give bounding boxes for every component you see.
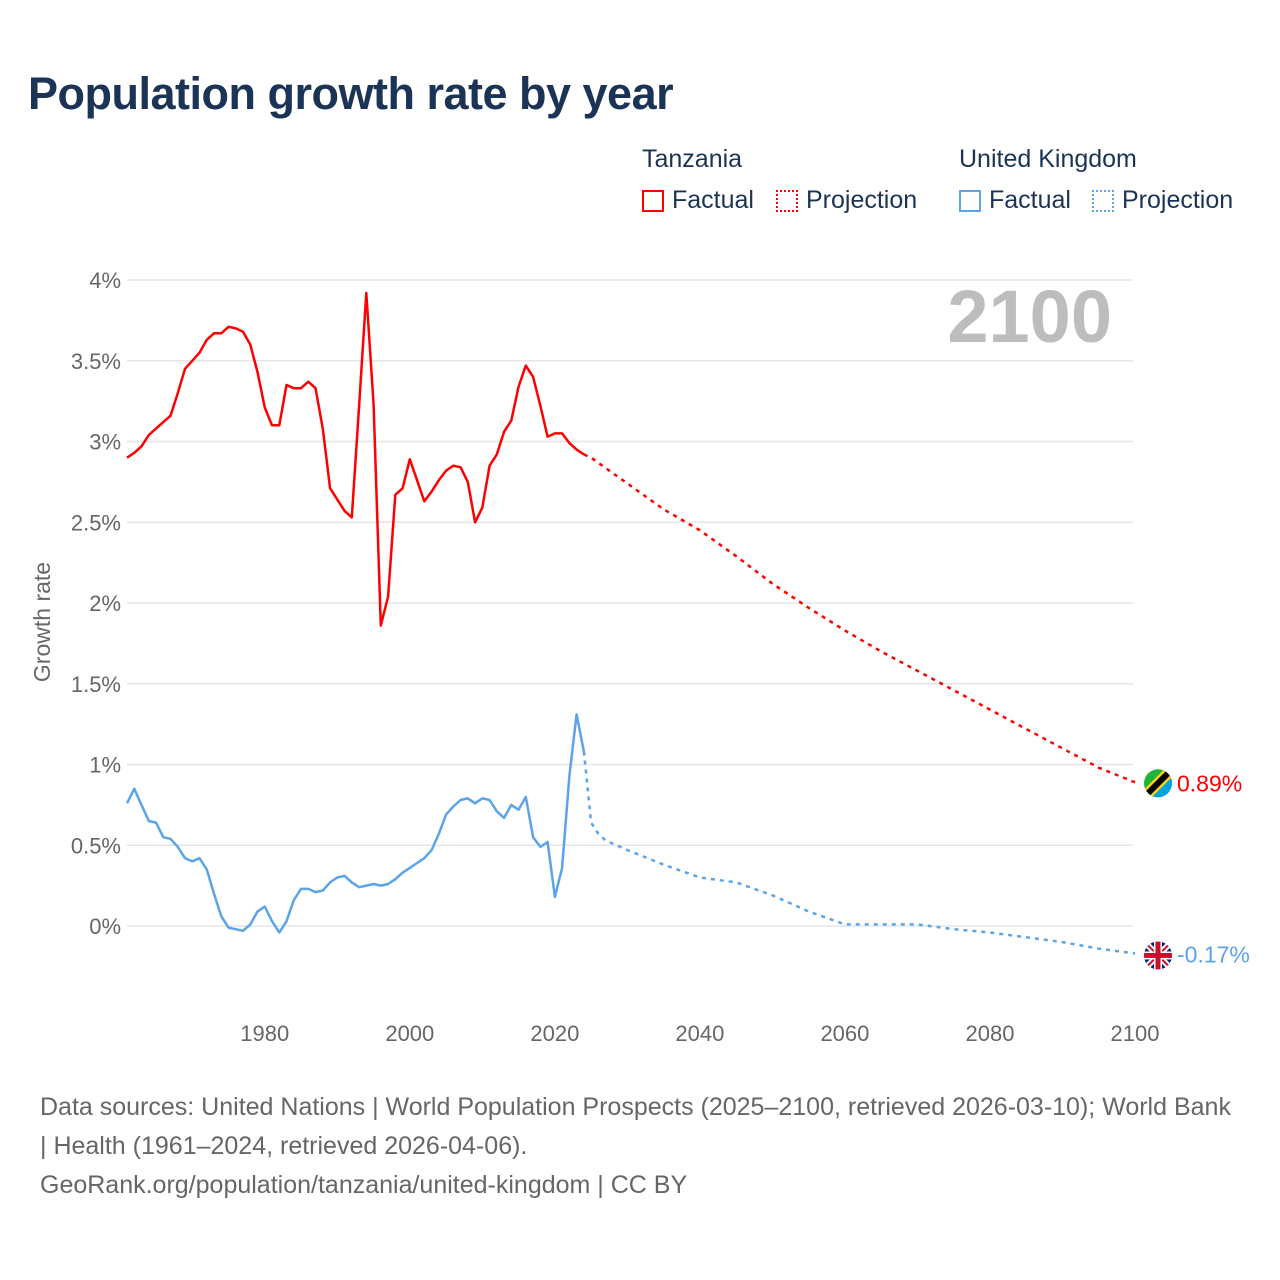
- legend-swatch-dotted-icon: [1092, 189, 1114, 212]
- y-axis-label: Growth rate: [29, 562, 55, 682]
- chart-title: Population growth rate by year: [28, 68, 674, 119]
- y-tick-label: 3%: [89, 430, 121, 455]
- united-kingdom-flag-icon: [1144, 941, 1172, 970]
- x-tick-label: 2020: [530, 1021, 579, 1046]
- year-watermark: 2100: [947, 275, 1112, 358]
- x-tick-label: 2080: [965, 1021, 1014, 1046]
- x-tick-label: 2000: [385, 1021, 434, 1046]
- series-line-tanzania-factual: [126, 291, 585, 627]
- y-tick-label: 4%: [89, 268, 121, 293]
- legend-tanzania-factual[interactable]: Factual: [642, 186, 754, 215]
- x-tick-label: 2060: [820, 1021, 869, 1046]
- y-tick-label: 0.5%: [71, 833, 121, 858]
- y-tick-label: 2.5%: [71, 510, 121, 535]
- legend-swatch-solid-icon: [642, 189, 664, 212]
- tanzania-flag-icon: [1144, 769, 1172, 798]
- data-sources: Data sources: United Nations | World Pop…: [40, 1093, 1231, 1160]
- y-tick-label: 0%: [89, 914, 121, 939]
- x-tick-label: 2040: [675, 1021, 724, 1046]
- series-line-tanzania-projection: [583, 453, 1136, 784]
- end-label-united-kingdom: -0.17%: [1177, 941, 1250, 967]
- legend-label: Projection: [1122, 186, 1234, 214]
- legend-swatch-solid-icon: [959, 189, 981, 212]
- x-tick-label: 2100: [1111, 1021, 1160, 1046]
- y-tick-label: 2%: [89, 591, 121, 616]
- y-tick-label: 1.5%: [71, 672, 121, 697]
- x-tick-label: 1980: [240, 1021, 289, 1046]
- legend-uk-projection[interactable]: Projection: [1092, 186, 1233, 215]
- footer: Data sources: United Nations | World Pop…: [40, 1088, 1240, 1205]
- y-tick-label: 1%: [89, 753, 121, 778]
- series-line-united-kingdom-projection: [582, 751, 1136, 955]
- line-chart: 0% 0.5% 1% 1.5% 2% 2.5% 3% 3.5% 4% 1980 2000 2020 20…: [29, 268, 1250, 1046]
- legend-label: Projection: [806, 186, 918, 214]
- legend-group-uk: United Kingdom: [959, 145, 1137, 173]
- legend-tanzania-projection[interactable]: Projection: [776, 186, 917, 215]
- series-line-united-kingdom-factual: [125, 713, 586, 934]
- legend-uk-factual[interactable]: Factual: [959, 186, 1071, 215]
- legend-label: Factual: [989, 186, 1071, 214]
- source-link[interactable]: GeoRank.org/population/tanzania/united-k…: [40, 1171, 688, 1199]
- y-tick-label: 3.5%: [71, 349, 121, 374]
- legend-group-tanzania: Tanzania: [642, 145, 743, 173]
- end-label-tanzania: 0.89%: [1177, 770, 1242, 796]
- legend-label: Factual: [672, 186, 754, 214]
- legend-swatch-dotted-icon: [776, 189, 798, 212]
